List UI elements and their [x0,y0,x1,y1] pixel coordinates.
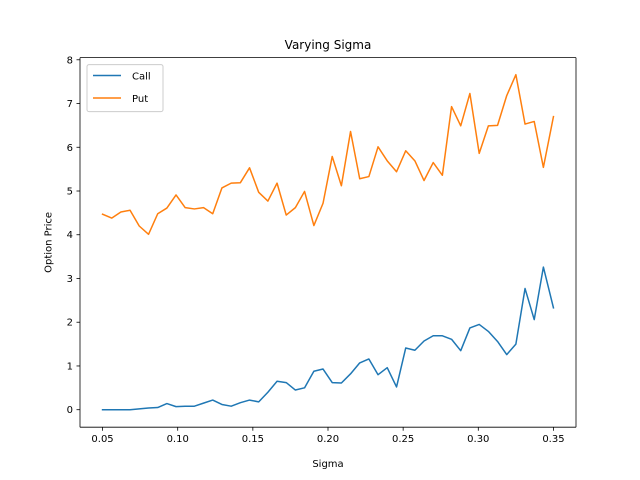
y-tick-label: 6 [67,143,73,154]
plot-background [80,57,576,428]
x-tick-label: 0.10 [167,434,189,445]
x-tick-label: 0.30 [467,434,489,445]
legend-label-put: Put [132,94,148,105]
y-tick-label: 1 [67,361,73,372]
legend-box [86,64,164,113]
x-axis-ticks: 0.05 0.10 0.15 0.20 0.25 0.30 0.35 [91,427,565,445]
y-tick-label: 3 [67,274,73,285]
x-axis-label: Sigma [312,459,343,470]
x-tick-label: 0.25 [392,434,414,445]
legend: Call Put [86,64,164,113]
y-tick-label: 4 [67,230,73,241]
series-layer [101,73,555,411]
y-tick-label: 0 [67,405,73,416]
y-axis-label: Option Price [44,212,55,273]
x-tick-label: 0.35 [542,434,564,445]
legend-label-call: Call [132,72,151,83]
chart-title: Varying Sigma [285,38,372,52]
y-tick-label: 2 [67,318,73,329]
y-tick-label: 5 [67,187,73,198]
y-tick-label: 7 [67,99,73,110]
series-line-put [101,73,555,236]
plot-area [80,57,576,428]
y-tick-label: 8 [67,55,73,66]
x-tick-label: 0.15 [242,434,264,445]
x-tick-label: 0.05 [91,434,113,445]
x-tick-label: 0.20 [317,434,339,445]
series-line-call [101,266,555,411]
y-axis-ticks: 0 1 2 3 4 5 6 7 8 [67,55,80,416]
